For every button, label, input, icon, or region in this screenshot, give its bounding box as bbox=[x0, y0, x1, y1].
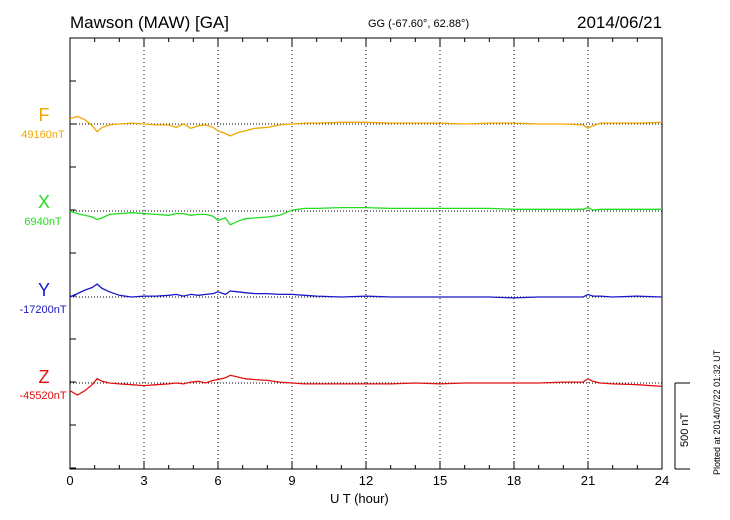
x-tick-label-0: 0 bbox=[66, 473, 73, 488]
series-f-line bbox=[69, 115, 663, 137]
x-tick-label-24: 24 bbox=[655, 473, 669, 488]
series-y-line bbox=[69, 283, 663, 299]
plot-date: 2014/06/21 bbox=[577, 13, 663, 32]
component-label-y: Y bbox=[37, 280, 50, 300]
x-tick-label-6: 6 bbox=[214, 473, 221, 488]
component-label-z: Z bbox=[38, 367, 50, 387]
component-label-f: F bbox=[38, 105, 50, 125]
x-tick-label-12: 12 bbox=[359, 473, 373, 488]
series-x-line bbox=[69, 206, 662, 226]
baseline-label-x: 6940nT bbox=[24, 216, 62, 228]
baseline-label-z: -45520nT bbox=[19, 390, 67, 402]
x-tick-label-3: 3 bbox=[140, 473, 147, 488]
x-tick-label-15: 15 bbox=[433, 473, 447, 488]
baseline-label-f: 49160nT bbox=[21, 129, 65, 141]
plotted-timestamp: Plotted at 2014/07/22 01:32 UT bbox=[712, 349, 722, 475]
component-label-x: X bbox=[37, 192, 50, 212]
x-axis-title: U T (hour) bbox=[330, 491, 389, 506]
x-tick-label-9: 9 bbox=[288, 473, 295, 488]
scale-bar-label: 500 nT bbox=[679, 412, 691, 447]
x-tick-label-21: 21 bbox=[581, 473, 595, 488]
x-tick-label-18: 18 bbox=[507, 473, 521, 488]
series-z-line bbox=[69, 374, 663, 396]
geographic-coordinates: GG (-67.60°, 62.88°) bbox=[368, 18, 470, 30]
baseline-label-y: -17200nT bbox=[19, 304, 67, 316]
station-title: Mawson (MAW) [GA] bbox=[70, 13, 229, 32]
